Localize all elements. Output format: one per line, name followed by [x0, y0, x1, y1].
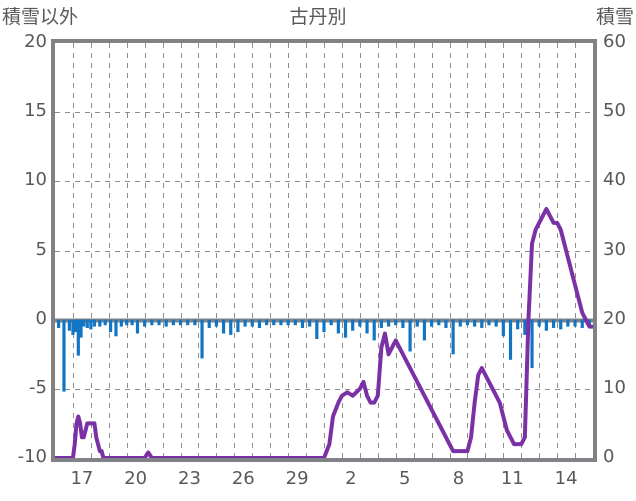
x-axis-tick-11: 11 — [500, 468, 524, 489]
plot-inner — [55, 43, 593, 458]
right-axis-tick-20: 20 — [603, 307, 626, 329]
snow-depth-line — [55, 207, 593, 458]
x-axis-tick-14: 14 — [554, 468, 578, 489]
left-axis-tick--5: -5 — [29, 376, 47, 398]
right-axis-tick-60: 60 — [603, 31, 626, 52]
left-axis-tick-20: 20 — [24, 31, 47, 52]
x-axis-tick-26: 26 — [231, 468, 255, 489]
left-axis-tick--10: -10 — [17, 446, 47, 467]
chart-title: 古丹別 — [289, 6, 347, 28]
x-axis-tick-20: 20 — [124, 468, 148, 489]
x-axis-tick-2: 2 — [345, 468, 357, 489]
left-axis-title: 積雪以外 — [2, 6, 79, 28]
right-axis-tick-10: 10 — [603, 376, 626, 398]
right-axis-tick-30: 30 — [603, 238, 626, 260]
right-axis-tick-40: 40 — [603, 169, 626, 191]
x-axis-tick-5: 5 — [398, 468, 411, 489]
x-axis-tick-23: 23 — [178, 468, 201, 489]
left-axis-tick-5: 5 — [35, 238, 47, 260]
chart-header: 積雪以外 古丹別 積雪 — [0, 2, 636, 28]
left-axis-tick-0: 0 — [35, 307, 47, 329]
x-axis-tick-17: 17 — [70, 468, 94, 489]
plot-area — [51, 39, 597, 462]
x-axis-tick-29: 29 — [285, 468, 309, 489]
right-axis-tick-0: 0 — [603, 446, 615, 467]
left-axis-tick-10: 10 — [24, 169, 47, 191]
x-axis-tick-8: 8 — [452, 468, 465, 489]
left-axis-tick-15: 15 — [24, 100, 47, 122]
precipitation-bars — [56, 319, 592, 392]
right-axis-tick-50: 50 — [603, 100, 626, 122]
right-axis-title: 積雪 — [595, 6, 634, 28]
